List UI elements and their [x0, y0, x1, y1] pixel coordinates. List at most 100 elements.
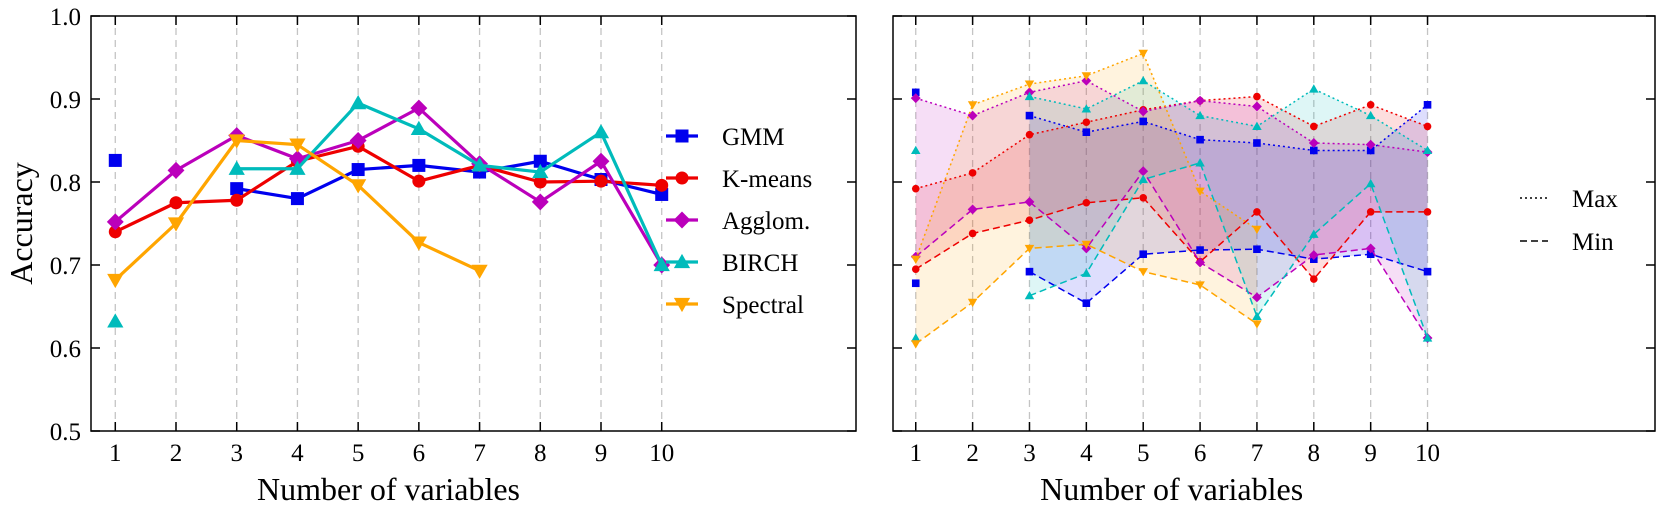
point-birch: [350, 95, 367, 110]
point-gmm: [108, 153, 122, 167]
point-gmm-min: [911, 279, 920, 288]
panel-right: 1 2 3 4 5 6 7 8 9 10 Number of variables Max Min: [892, 15, 1656, 507]
point-gmm-max: [1025, 111, 1034, 120]
point-kmeans-min: [1366, 208, 1375, 216]
point-birch-max: [1138, 75, 1148, 85]
point-birch-max: [1365, 110, 1376, 120]
point-agglom: [531, 193, 549, 211]
point-birch-min: [1138, 174, 1148, 184]
point-kmeans-min: [1310, 275, 1318, 283]
point-kmeans: [108, 225, 122, 239]
x-tick-label: 1: [109, 440, 122, 467]
point-kmeans-max: [968, 169, 977, 177]
point-birch-min: [910, 333, 921, 342]
legend-marker-agglom: [673, 211, 691, 229]
point-agglom-max: [1252, 101, 1262, 112]
point-birch-max: [1252, 121, 1262, 130]
point-agglom-max: [1365, 139, 1376, 150]
point-birch-min: [1422, 333, 1433, 342]
point-spectral-min: [1024, 244, 1035, 254]
point-kmeans-min: [1082, 198, 1091, 207]
band-k-means: [915, 96, 1428, 280]
y-tick-label: 0.7: [50, 253, 81, 280]
legend-label: K-means: [722, 166, 812, 193]
x-tick-label: 9: [595, 440, 608, 467]
point-agglom-min: [967, 204, 978, 215]
x-axis-label: Number of variables: [257, 471, 520, 507]
point-spectral-min: [910, 340, 921, 349]
band-gmm: [1029, 104, 1428, 304]
point-gmm: [230, 182, 244, 196]
x-axis-label: Number of variables: [1040, 471, 1303, 507]
point-spectral-min: [967, 298, 978, 308]
x-tick-label: 5: [352, 440, 365, 467]
x-tick-label: 10: [1415, 440, 1440, 467]
point-kmeans-min: [1423, 208, 1432, 216]
legend-marker-birch: [673, 253, 691, 269]
point-kmeans-max: [1423, 122, 1432, 131]
line-agglom: [114, 106, 664, 266]
point-birch-max: [1422, 145, 1433, 155]
point-agglom-min: [1138, 166, 1149, 177]
point-spectral: [289, 138, 306, 153]
point-gmm-max: [1253, 139, 1261, 147]
point-gmm: [290, 192, 304, 206]
point-agglom: [592, 152, 610, 170]
point-gmm-max: [1139, 117, 1148, 126]
legend-marker-gmm: [675, 129, 689, 143]
point-spectral-max: [1195, 187, 1205, 196]
point-spectral-min: [1195, 281, 1205, 290]
legend-label: BIRCH: [722, 250, 798, 277]
point-gmm-min: [1366, 250, 1375, 259]
point-agglom-max: [1308, 138, 1319, 148]
point-spectral-max: [967, 101, 978, 110]
point-agglom-min: [1024, 196, 1035, 207]
x-tick-label: 4: [291, 440, 304, 467]
band-spectral: [915, 53, 1257, 344]
point-birch-min: [1195, 158, 1205, 167]
point-birch-max: [910, 145, 921, 155]
point-kmeans: [655, 178, 669, 192]
point-kmeans-max: [1310, 122, 1318, 131]
y-tick-label: 1.0: [50, 4, 81, 31]
point-birch-min: [1365, 178, 1376, 188]
point-agglom: [106, 213, 124, 231]
x-tick-label: 7: [1251, 440, 1264, 467]
point-spectral: [167, 217, 185, 232]
point-spectral: [228, 134, 245, 149]
point-kmeans-max: [1366, 101, 1375, 109]
point-birch: [107, 313, 124, 328]
x-tick-label: 1: [909, 440, 922, 467]
point-birch-max: [1081, 104, 1092, 113]
legend-marker-kmeans: [675, 171, 689, 185]
point-gmm-max: [911, 88, 920, 97]
band-agglom.: [915, 80, 1428, 339]
point-spectral-max: [1024, 80, 1035, 89]
legend-label: Spectral: [722, 292, 804, 319]
line-agglom-max: [915, 79, 1428, 153]
point-spectral-max: [1252, 225, 1262, 235]
point-spectral-max: [1081, 72, 1092, 81]
point-agglom-max: [1138, 106, 1149, 117]
point-spectral-max: [910, 255, 921, 264]
x-tick-label: 7: [473, 440, 486, 467]
point-kmeans-min: [911, 265, 920, 273]
point-kmeans-min: [1139, 193, 1148, 202]
line-gmm-max: [1029, 104, 1429, 152]
point-gmm-min: [1196, 246, 1204, 254]
point-kmeans: [230, 193, 244, 207]
point-birch-min: [1309, 229, 1319, 238]
point-spectral-min: [1252, 320, 1262, 329]
point-kmeans: [533, 175, 547, 189]
line-agglom-min: [915, 169, 1429, 339]
point-agglom-max: [1081, 75, 1092, 86]
panel-left: 0.5 0.6 0.7 0.8 0.9 1.0 1 2 3 4 5 6 7 8 9 10 Number of v…: [3, 4, 857, 507]
point-gmm: [412, 158, 426, 172]
point-gmm-min: [1082, 299, 1091, 307]
point-birch: [532, 163, 549, 179]
x-tick-label: 3: [1023, 440, 1036, 467]
point-agglom-min: [1365, 243, 1376, 254]
x-tick-label: 6: [413, 440, 426, 467]
point-agglom-min: [1252, 292, 1262, 303]
